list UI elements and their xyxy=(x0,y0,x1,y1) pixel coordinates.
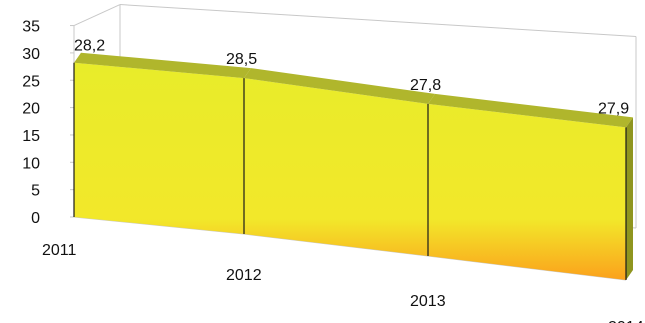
y-tick-label: 5 xyxy=(31,183,40,200)
area-front-face xyxy=(74,62,626,280)
y-tick-label: 35 xyxy=(22,19,40,36)
y-tick-label: 0 xyxy=(31,210,40,227)
area-top-face xyxy=(428,93,633,128)
area-side-face xyxy=(626,117,633,281)
y-tick-label: 25 xyxy=(22,73,40,90)
back-wall-top-line xyxy=(119,4,637,38)
y-tick-label: 20 xyxy=(22,101,40,118)
data-label: 27,8 xyxy=(410,77,441,94)
x-tick-label: 2014 xyxy=(608,319,644,323)
x-tick-label: 2012 xyxy=(226,267,262,284)
x-tick-label: 2013 xyxy=(410,293,446,310)
labels-layer: 2011 2012 2013 2014 28,2 28,5 27,8 27,9 xyxy=(42,38,644,323)
data-label: 28,5 xyxy=(226,51,257,68)
series-layer xyxy=(73,52,633,281)
y-tick-label: 10 xyxy=(22,155,40,172)
area-top-face xyxy=(244,68,435,104)
data-label: 27,9 xyxy=(598,100,629,117)
x-tick-label: 2011 xyxy=(42,242,77,259)
side-wall-top-edge xyxy=(73,4,121,27)
y-tick-label: 30 xyxy=(22,46,40,63)
area-top-face xyxy=(74,52,251,79)
y-tick-label: 15 xyxy=(22,128,40,145)
data-label: 28,2 xyxy=(74,38,105,55)
